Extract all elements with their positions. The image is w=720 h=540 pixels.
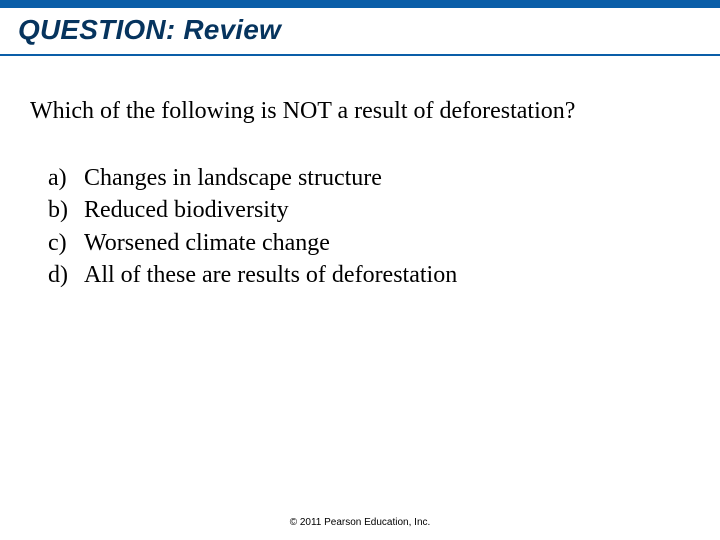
copyright-footer: © 2011 Pearson Education, Inc.	[0, 517, 720, 528]
options-block: a) Changes in landscape structure b) Red…	[48, 162, 457, 292]
slide-title: QUESTION: Review	[18, 14, 281, 46]
option-row: a) Changes in landscape structure	[48, 162, 457, 194]
slide: QUESTION: Review Which of the following …	[0, 0, 720, 540]
option-text: Reduced biodiversity	[84, 194, 457, 226]
option-label: c)	[48, 227, 84, 259]
options-table: a) Changes in landscape structure b) Red…	[48, 162, 457, 292]
option-row: b) Reduced biodiversity	[48, 194, 457, 226]
title-accent-bar	[0, 0, 720, 8]
option-text: Worsened climate change	[84, 227, 457, 259]
question-text: Which of the following is NOT a result o…	[30, 96, 690, 127]
option-label: d)	[48, 259, 84, 291]
option-text: Changes in landscape structure	[84, 162, 457, 194]
option-row: d) All of these are results of deforesta…	[48, 259, 457, 291]
option-label: b)	[48, 194, 84, 226]
option-text: All of these are results of deforestatio…	[84, 259, 457, 291]
option-row: c) Worsened climate change	[48, 227, 457, 259]
title-underline	[0, 54, 720, 56]
option-label: a)	[48, 162, 84, 194]
